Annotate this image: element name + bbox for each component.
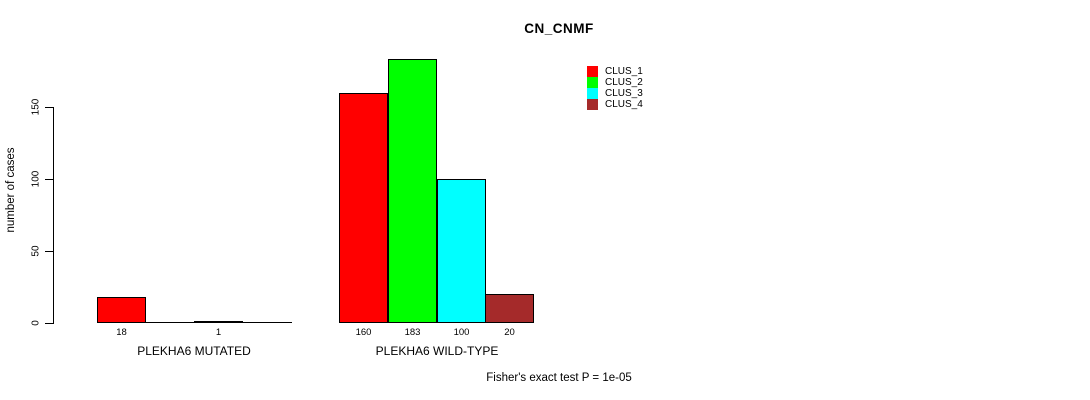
y-tick-mark xyxy=(45,179,53,180)
y-axis-line xyxy=(53,107,54,324)
legend-item-clus-3: CLUS_3 xyxy=(587,88,643,99)
bar-clus_4-group1 xyxy=(485,294,534,323)
bar-value-label: 100 xyxy=(453,327,470,338)
legend-swatch-clus-4 xyxy=(587,99,598,110)
legend-label-clus-3: CLUS_3 xyxy=(605,88,643,99)
legend-label-clus-2: CLUS_2 xyxy=(605,77,643,88)
bar-value-label: 160 xyxy=(355,327,372,338)
legend-label-clus-4: CLUS_4 xyxy=(605,99,643,110)
bar-clus_1-group1 xyxy=(339,93,388,323)
bar-clus_3-group1 xyxy=(437,179,486,323)
y-tick-label: 50 xyxy=(30,245,42,257)
group-label-wild-type: PLEKHA6 WILD-TYPE xyxy=(375,344,499,358)
legend-item-clus-1: CLUS_1 xyxy=(587,66,643,77)
y-tick-label: 0 xyxy=(30,320,42,326)
legend-label-clus-1: CLUS_1 xyxy=(605,66,643,77)
fisher-test-annotation: Fisher's exact test P = 1e-05 xyxy=(486,372,632,384)
bar-clus_2-group1 xyxy=(388,59,437,323)
y-tick-mark xyxy=(45,323,53,324)
legend-swatch-clus-3 xyxy=(587,88,598,99)
bar-clus_2-group0 xyxy=(145,322,194,323)
chart-title: CN_CNMF xyxy=(524,21,594,36)
bar-value-label: 1 xyxy=(215,327,222,338)
y-tick-mark xyxy=(45,251,53,252)
group-label-mutated: PLEKHA6 MUTATED xyxy=(137,344,251,358)
y-axis-label: number of cases xyxy=(5,147,17,233)
y-tick-label: 150 xyxy=(30,98,42,116)
legend-item-clus-2: CLUS_2 xyxy=(587,77,643,88)
y-tick-mark xyxy=(45,107,53,108)
legend-swatch-clus-2 xyxy=(587,77,598,88)
y-tick-label: 100 xyxy=(30,170,42,188)
legend-item-clus-4: CLUS_4 xyxy=(587,99,643,110)
bar-clus_4-group0 xyxy=(243,322,292,323)
legend: CLUS_1 CLUS_2 CLUS_3 CLUS_4 xyxy=(587,66,643,110)
bar-value-label: 18 xyxy=(116,327,127,338)
bar-clus_3-group0 xyxy=(194,321,243,323)
legend-swatch-clus-1 xyxy=(587,66,598,77)
bar-value-label: 20 xyxy=(504,327,515,338)
bar-clus_1-group0 xyxy=(97,297,146,323)
bar-value-label: 183 xyxy=(404,327,421,338)
